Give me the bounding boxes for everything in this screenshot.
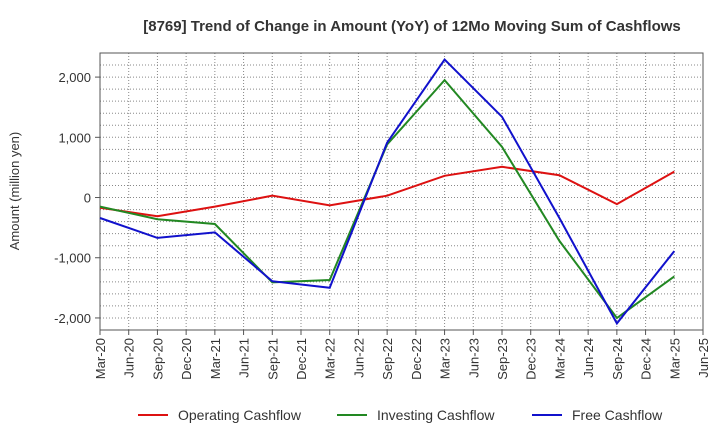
investing-cashflow-series-line bbox=[99, 78, 675, 320]
x-tick-label: Jun-20 bbox=[122, 338, 137, 378]
y-tick-label: -1,000 bbox=[54, 251, 91, 266]
x-tick-label: Jun-24 bbox=[581, 338, 596, 378]
x-tick-label: Jun-25 bbox=[696, 338, 711, 378]
x-tick-label: Dec-21 bbox=[294, 338, 309, 380]
x-tick-label: Mar-23 bbox=[438, 338, 453, 379]
legend: Operating Cashflow Investing Cashflow Free… bbox=[138, 407, 663, 423]
x-tick-label: Jun-22 bbox=[351, 338, 366, 378]
chart-title: [8769] Trend of Change in Amount (YoY) o… bbox=[143, 18, 681, 35]
x-tick-label: Sep-24 bbox=[610, 338, 625, 380]
free-cashflow-series-line bbox=[99, 58, 676, 326]
x-tick-label: Mar-25 bbox=[667, 338, 682, 379]
x-tick-label: Mar-24 bbox=[552, 338, 567, 379]
x-tick-label: Sep-21 bbox=[265, 338, 280, 380]
y-tick-label: 0 bbox=[84, 191, 91, 206]
x-tick-label: Mar-20 bbox=[93, 338, 108, 379]
x-tick-label: Sep-23 bbox=[495, 338, 510, 380]
x-tick-label: Jun-21 bbox=[237, 338, 252, 378]
investing-cashflow-legend-label: Investing Cashflow bbox=[377, 407, 495, 423]
y-tick-label: 1,000 bbox=[58, 130, 91, 145]
x-tick-label: Jun-23 bbox=[466, 338, 481, 378]
x-tick-label: Mar-21 bbox=[208, 338, 223, 379]
x-tick-label: Dec-20 bbox=[179, 338, 194, 380]
y-axis-label: Amount (million yen) bbox=[7, 132, 22, 251]
x-tick-label: Sep-20 bbox=[150, 338, 165, 380]
plot-frame bbox=[99, 52, 704, 331]
y-tick-label: -2,000 bbox=[54, 311, 91, 326]
y-tick-label: 2,000 bbox=[58, 70, 91, 85]
x-tick-label: Dec-22 bbox=[409, 338, 424, 380]
x-tick-label: Mar-22 bbox=[323, 338, 338, 379]
operating-cashflow-legend-label: Operating Cashflow bbox=[178, 407, 302, 423]
operating-cashflow-series-line bbox=[99, 165, 675, 218]
x-tick-label: Dec-23 bbox=[524, 338, 539, 380]
free-cashflow-legend-label: Free Cashflow bbox=[572, 407, 663, 423]
x-tick-label: Dec-24 bbox=[639, 338, 654, 380]
x-tick-label: Sep-22 bbox=[380, 338, 395, 380]
